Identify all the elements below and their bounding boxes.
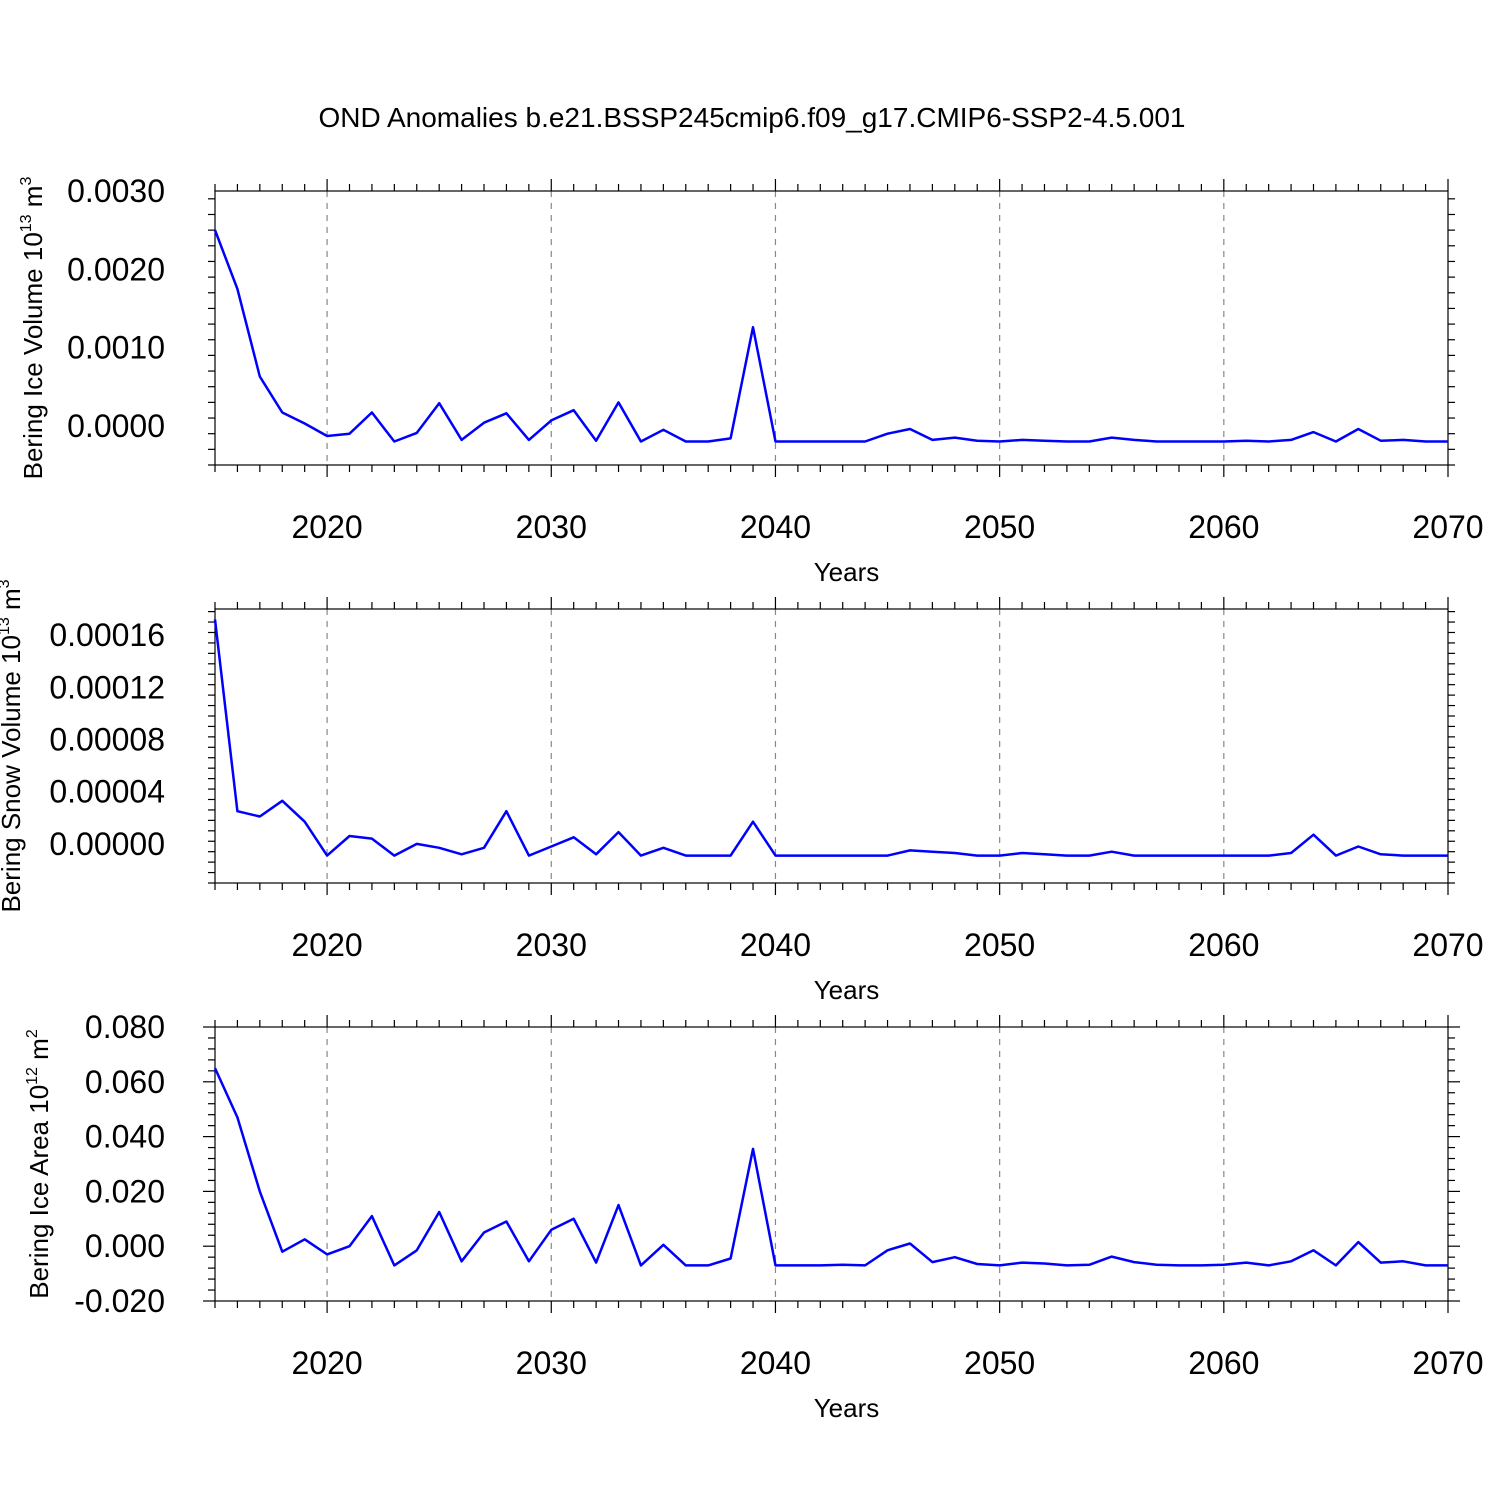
figure-title: OND Anomalies b.e21.BSSP245cmip6.f09_g17…: [319, 102, 1186, 133]
y-axis-label-exponent: 13: [18, 214, 35, 232]
y-tick-label: 0.00000: [49, 826, 165, 862]
x-tick-label: 2040: [740, 927, 811, 963]
series-line: [213, 1067, 1448, 1267]
x-tick-label: 2050: [964, 1345, 1035, 1381]
x-tick-label: 2040: [740, 509, 811, 545]
x-tick-label: 2030: [516, 927, 587, 963]
x-tick-label: 2030: [516, 509, 587, 545]
plot-frame: [214, 190, 1449, 466]
x-tick-label: 2070: [1412, 509, 1483, 545]
y-tick-label: 0.00008: [49, 721, 165, 757]
y-axis-label-unit: m: [18, 186, 48, 215]
x-tick-label: 2060: [1188, 1345, 1259, 1381]
y-tick-label: 0.020: [85, 1173, 165, 1209]
x-tick-label: 2060: [1188, 509, 1259, 545]
series-line: [213, 619, 1448, 857]
plot-frame: [214, 608, 1449, 884]
y-tick-label: -0.020: [74, 1283, 165, 1319]
y-axis-label-exponent: 12: [24, 1067, 41, 1085]
y-tick-label: 0.0020: [67, 251, 165, 287]
y-axis-label: Bering Ice Volume 1013 m3: [18, 177, 48, 480]
y-tick-label: 0.040: [85, 1119, 165, 1155]
y-tick-label: 0.00004: [49, 774, 165, 810]
x-tick-label: 2040: [740, 1345, 811, 1381]
y-tick-label: 0.080: [85, 1009, 165, 1045]
y-tick-label: 0.0000: [67, 408, 165, 444]
x-tick-label: 2020: [291, 509, 362, 545]
x-axis-label: Years: [814, 1393, 880, 1423]
y-tick-label: 0.00012: [49, 669, 165, 705]
x-axis-label: Years: [814, 557, 880, 587]
y-axis-label-unit-exponent: 3: [18, 177, 35, 186]
x-axis-label: Years: [814, 975, 880, 1005]
y-axis-label-text: Bering Snow Volume 10: [0, 635, 26, 913]
y-axis-label-exponent: 13: [0, 617, 13, 635]
x-tick-label: 2050: [964, 927, 1035, 963]
series-line: [213, 229, 1448, 443]
x-tick-label: 2050: [964, 509, 1035, 545]
y-tick-label: 0.060: [85, 1064, 165, 1100]
y-axis-label: Bering Snow Volume 1013 m3: [0, 579, 26, 912]
x-tick-label: 2070: [1412, 927, 1483, 963]
y-tick-label: 0.0010: [67, 330, 165, 366]
plot-frame: [214, 1026, 1449, 1302]
y-tick-label: 0.0030: [67, 173, 165, 209]
x-tick-label: 2020: [291, 1345, 362, 1381]
panel-ice-volume: 2020 2030 2040 2050 2060 2070 Years 0.0000 0.001…: [18, 173, 1484, 587]
y-axis-label-unit: m: [24, 1038, 54, 1067]
panel-snow-volume: 2020 2030 2040 2050 2060 2070 Years 0.00000 0.00…: [0, 579, 1484, 1005]
x-tick-label: 2060: [1188, 927, 1259, 963]
y-axis-label-unit-exponent: 3: [0, 579, 13, 588]
y-axis-label-text: Bering Ice Volume 10: [18, 232, 48, 479]
panel-ice-area: 2020 2030 2040 2050 2060 2070 Years -0.020 0.000…: [24, 1009, 1484, 1423]
y-tick-label: 0.00016: [49, 617, 165, 653]
x-tick-label: 2070: [1412, 1345, 1483, 1381]
y-axis-label: Bering Ice Area 1012 m2: [24, 1029, 54, 1299]
y-axis-label-unit-exponent: 2: [24, 1029, 41, 1038]
y-axis-label-unit: m: [0, 588, 26, 617]
x-tick-label: 2020: [291, 927, 362, 963]
y-axis-label-text: Bering Ice Area 10: [24, 1085, 54, 1299]
y-tick-label: 0.000: [85, 1228, 165, 1264]
x-tick-label: 2030: [516, 1345, 587, 1381]
